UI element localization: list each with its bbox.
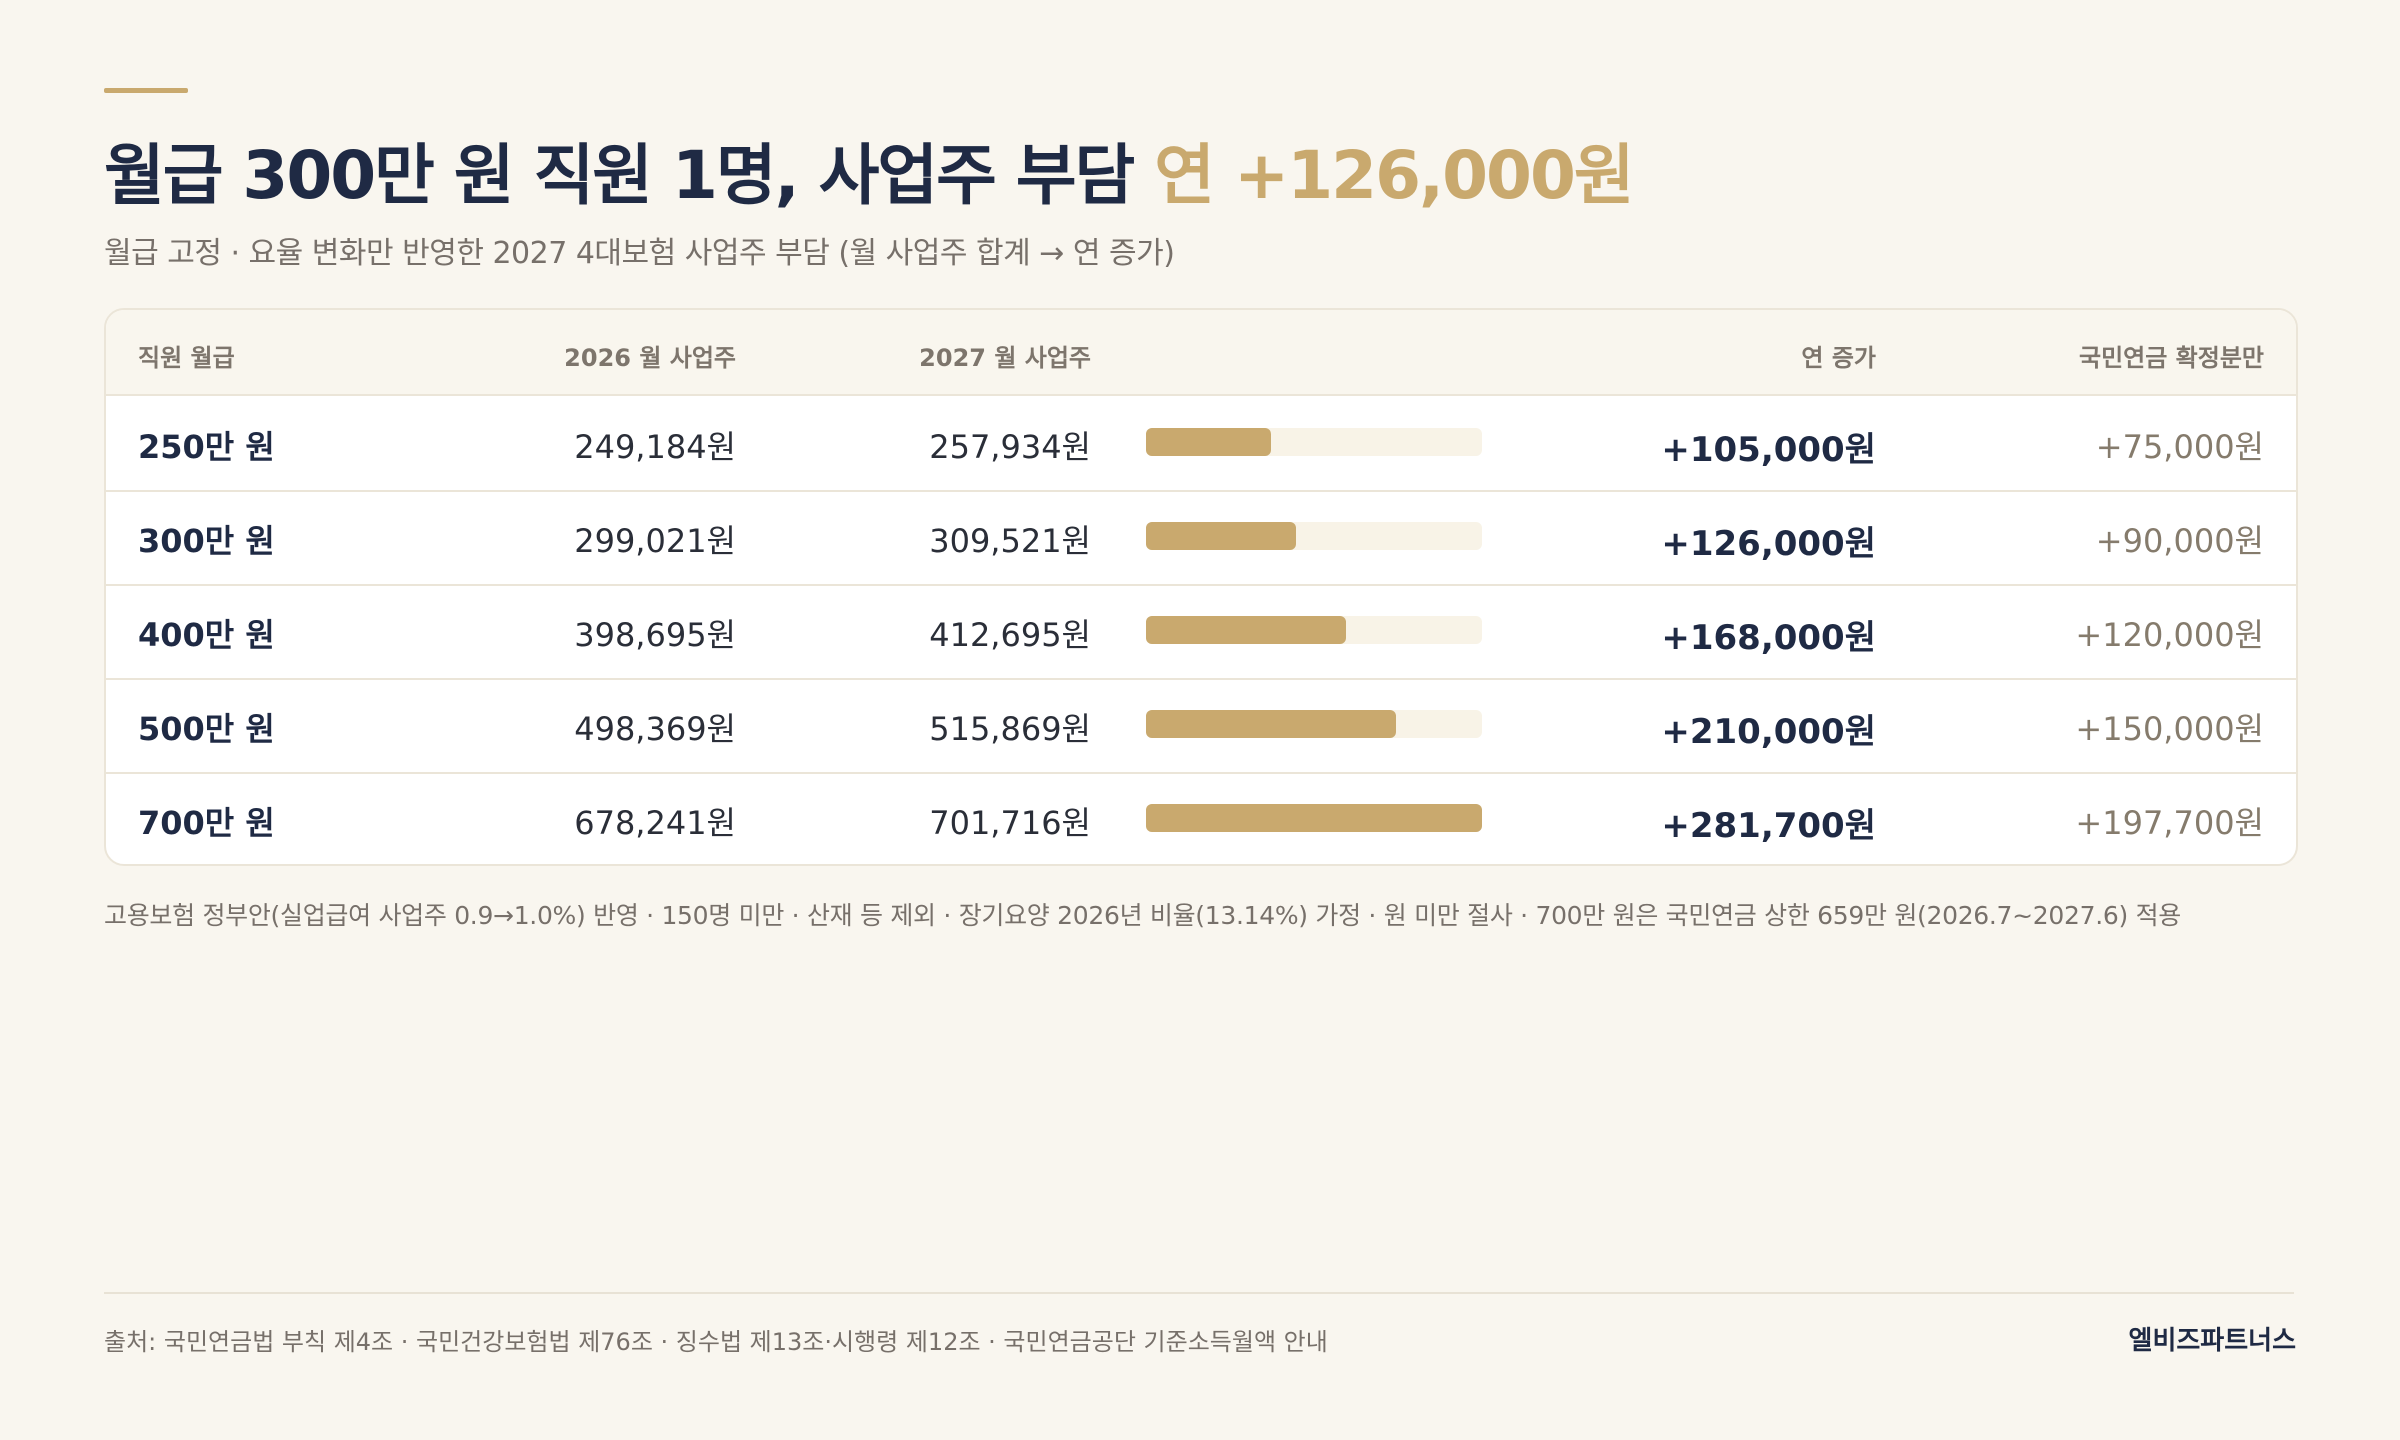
header-2027: 2027 월 사업주 — [919, 344, 1091, 372]
comparison-table: 직원 월급 2026 월 사업주 2027 월 사업주 연 증가 국민연금 확정… — [104, 308, 2298, 866]
monthly-2026-cell: 299,021원 — [574, 522, 736, 560]
monthly-2027-cell: 309,521원 — [929, 522, 1091, 560]
title-main: 월급 300만 원 직원 1명, 사업주 부담 — [104, 137, 1135, 214]
header-salary: 직원 월급 — [138, 344, 235, 372]
table-row: 700만 원 678,241원 701,716원 +281,700원 +197,700원 — [106, 772, 2296, 864]
increase-bar — [1146, 616, 1346, 644]
brand-name: 엘비즈파트너스 — [2128, 1326, 2296, 1356]
salary-cell: 400만 원 — [138, 616, 275, 654]
national-pension-cell: +150,000원 — [2075, 710, 2264, 748]
page-subtitle: 월급 고정 · 요율 변화만 반영한 2027 4대보험 사업주 부담 (월 사… — [104, 236, 1175, 271]
monthly-2027-cell: 412,695원 — [929, 616, 1091, 654]
bar-track — [1146, 804, 1482, 832]
annual-increase-cell: +168,000원 — [1661, 618, 1876, 658]
monthly-2026-cell: 498,369원 — [574, 710, 736, 748]
bar-track — [1146, 710, 1482, 738]
bar-track — [1146, 428, 1482, 456]
national-pension-cell: +120,000원 — [2075, 616, 2264, 654]
national-pension-cell: +75,000원 — [2095, 428, 2264, 466]
increase-bar — [1146, 804, 1482, 832]
salary-cell: 300만 원 — [138, 522, 275, 560]
monthly-2026-cell: 398,695원 — [574, 616, 736, 654]
table-row: 400만 원 398,695원 412,695원 +168,000원 +120,000원 — [106, 584, 2296, 680]
footer-divider — [104, 1292, 2294, 1294]
annual-increase-cell: +281,700원 — [1661, 806, 1876, 846]
annual-increase-cell: +126,000원 — [1661, 524, 1876, 564]
monthly-2027-cell: 515,869원 — [929, 710, 1091, 748]
footnote: 고용보험 정부안(실업급여 사업주 0.9→1.0%) 반영 · 150명 미만… — [104, 901, 2181, 930]
bar-track — [1146, 616, 1482, 644]
monthly-2027-cell: 257,934원 — [929, 428, 1091, 466]
bar-track — [1146, 522, 1482, 550]
table-row: 300만 원 299,021원 309,521원 +126,000원 +90,000원 — [106, 490, 2296, 586]
page-title: 월급 300만 원 직원 1명, 사업주 부담 연 +126,000원 — [104, 122, 1635, 218]
national-pension-cell: +90,000원 — [2095, 522, 2264, 560]
annual-increase-cell: +210,000원 — [1661, 712, 1876, 752]
monthly-2026-cell: 249,184원 — [574, 428, 736, 466]
salary-cell: 700만 원 — [138, 804, 275, 842]
table-row: 500만 원 498,369원 515,869원 +210,000원 +150,000원 — [106, 678, 2296, 774]
annual-increase-cell: +105,000원 — [1661, 430, 1876, 470]
header-national-pension: 국민연금 확정분만 — [2079, 344, 2264, 372]
title-highlight: 연 +126,000원 — [1154, 137, 1634, 214]
title-accent-line — [104, 88, 188, 93]
national-pension-cell: +197,700원 — [2075, 804, 2264, 842]
monthly-2027-cell: 701,716원 — [929, 804, 1091, 842]
header-2026: 2026 월 사업주 — [564, 344, 736, 372]
monthly-2026-cell: 678,241원 — [574, 804, 736, 842]
salary-cell: 500만 원 — [138, 710, 275, 748]
table-header: 직원 월급 2026 월 사업주 2027 월 사업주 연 증가 국민연금 확정… — [106, 310, 2296, 396]
increase-bar — [1146, 428, 1271, 456]
table-row: 250만 원 249,184원 257,934원 +105,000원 +75,000원 — [106, 396, 2296, 492]
increase-bar — [1146, 522, 1296, 550]
source-text: 출처: 국민연금법 부칙 제4조 · 국민건강보험법 제76조 · 징수법 제1… — [104, 1328, 1328, 1356]
header-annual-increase: 연 증가 — [1801, 344, 1876, 372]
salary-cell: 250만 원 — [138, 428, 275, 466]
increase-bar — [1146, 710, 1396, 738]
